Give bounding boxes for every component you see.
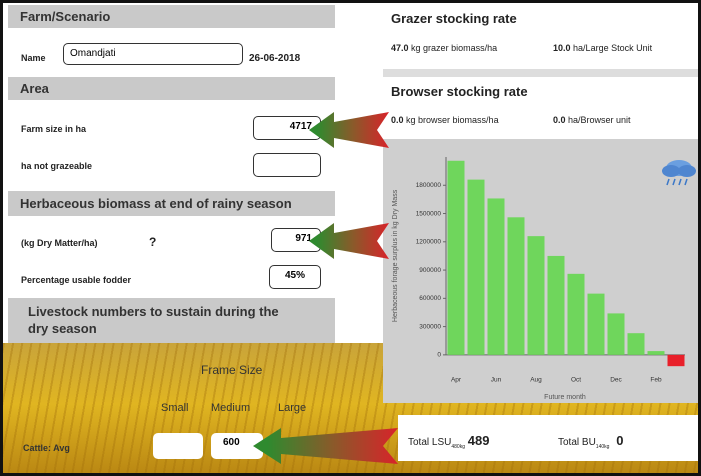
unit: kg browser biomass/ha	[406, 115, 499, 125]
label: Large	[278, 402, 307, 414]
bar	[587, 293, 605, 355]
unit: kg grazer biomass/ha	[411, 43, 498, 53]
x-tick-label: Apr	[451, 377, 462, 384]
subscript: 140kg	[595, 444, 610, 450]
farm-size-input[interactable]: 4717	[253, 116, 321, 140]
arrows	[253, 112, 398, 464]
arrow	[253, 428, 398, 464]
x-tick-label: Oct	[571, 377, 581, 384]
y-tick-label: 1500000	[416, 210, 442, 217]
fodder-input[interactable]: 45%	[269, 265, 321, 289]
bar	[567, 273, 585, 355]
bar	[627, 333, 645, 355]
chart: 0 300000 600000 900000 1200000 1500000 1800000…	[383, 139, 698, 403]
y-tick-label: 900000	[419, 267, 441, 274]
y-tick-label: 1200000	[416, 239, 442, 246]
bar	[447, 160, 465, 355]
separator	[383, 69, 698, 77]
section-header: Herbaceous biomass at end of rainy seaso…	[8, 191, 335, 216]
bar	[507, 217, 525, 355]
x-tick-label: Dec	[610, 377, 622, 384]
value: 10.0	[553, 43, 571, 53]
bar	[547, 255, 565, 355]
bar	[487, 198, 505, 355]
rain-cloud	[662, 160, 696, 186]
y-tick-label: 0	[437, 352, 441, 359]
y-tick-label: 600000	[419, 295, 441, 302]
x-axis-label: Future month	[544, 394, 586, 401]
label: (kg Dry Matter/ha)	[21, 238, 98, 248]
x-tick-label: Jun	[491, 377, 502, 384]
section-header: Area	[8, 77, 335, 100]
value: 47.0	[391, 43, 409, 53]
label: Cattle: Avg	[23, 443, 70, 453]
x-tick-label: Aug	[530, 377, 542, 384]
y-tick-label: 300000	[419, 323, 441, 330]
label: Medium	[211, 402, 251, 414]
label: Frame Size	[201, 363, 263, 377]
bar	[467, 179, 485, 355]
subscript: 480kg	[451, 444, 465, 450]
value: 0.0	[553, 115, 566, 125]
label: Total BU	[558, 437, 596, 448]
arrow	[309, 223, 389, 259]
name-input[interactable]: Omandjati	[63, 43, 243, 65]
x-tick-label: Feb	[650, 377, 662, 384]
date: 26-06-2018	[249, 53, 301, 64]
label: Total LSU	[408, 437, 452, 448]
heading: Browser stocking rate	[391, 84, 528, 99]
value: 0	[616, 433, 624, 448]
bar	[527, 236, 545, 355]
arrow	[309, 112, 389, 148]
unit: ha/Large Stock Unit	[573, 43, 653, 53]
label: Small	[161, 402, 189, 414]
bar	[667, 354, 685, 367]
help-button[interactable]: ?	[149, 235, 157, 249]
y-axis-label: Herbaceous forage surplus in kg Dry Mass	[392, 189, 399, 322]
unit: ha/Browser unit	[568, 115, 631, 125]
label: Name	[21, 53, 46, 63]
label: ha not grazeable	[21, 161, 93, 171]
small-input[interactable]	[153, 433, 203, 459]
value: 489	[467, 433, 490, 448]
dm-input[interactable]: 971	[271, 228, 321, 252]
section-header: Farm/Scenario	[8, 5, 335, 28]
label: Farm size in ha	[21, 124, 87, 134]
label: Percentage usable fodder	[21, 275, 132, 285]
bar	[647, 351, 665, 355]
not-grazeable-input[interactable]	[253, 153, 321, 177]
value: 0.0	[391, 115, 404, 125]
section-header: Livestock numbers to sustain during the …	[8, 298, 335, 343]
bar	[607, 313, 625, 355]
y-tick-label: 1800000	[416, 182, 442, 189]
totals-box	[398, 415, 698, 461]
heading: Grazer stocking rate	[391, 11, 517, 26]
